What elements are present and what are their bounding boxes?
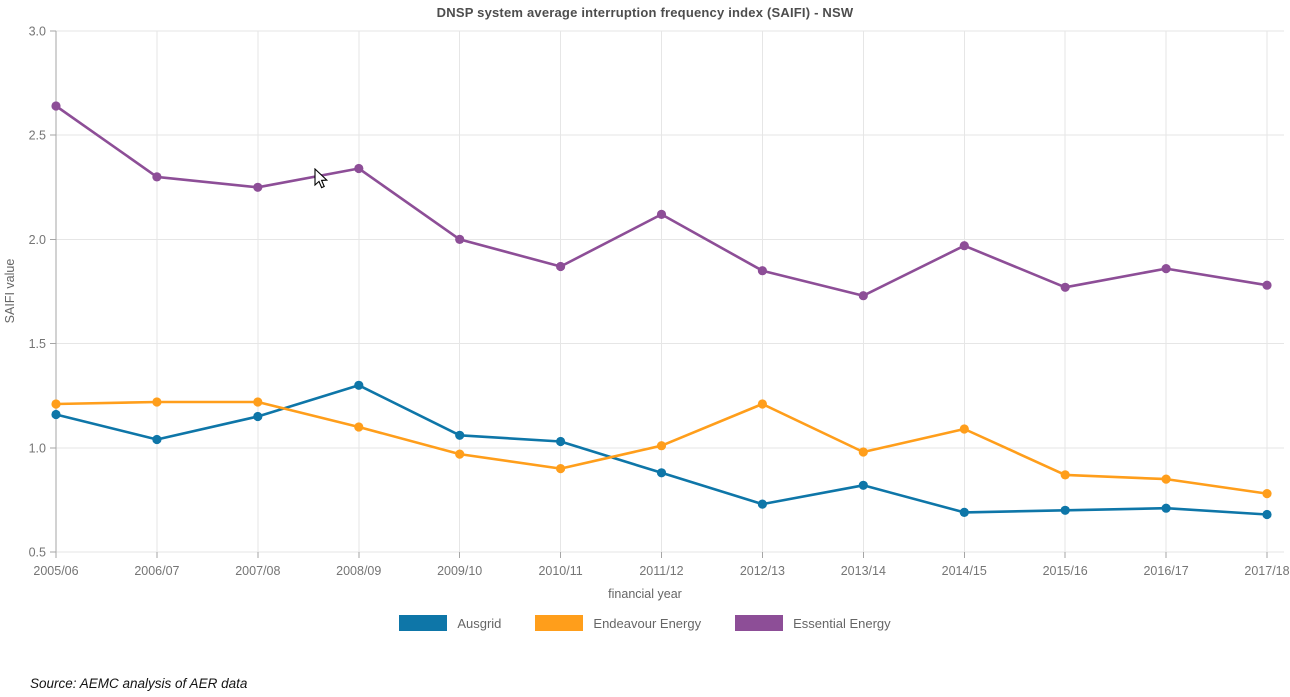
y-axis-title: SAIFI value [3, 259, 17, 324]
x-tick-label: 2006/07 [134, 564, 179, 578]
chart-title: DNSP system average interruption frequen… [436, 5, 854, 20]
data-point-essential-energy[interactable] [757, 266, 768, 276]
x-tick-label: 2009/10 [437, 564, 482, 578]
y-tick-label: 1.0 [29, 441, 46, 455]
y-tick-label: 3.0 [29, 25, 46, 39]
data-point-essential-energy[interactable] [1262, 280, 1272, 290]
x-tick-label: 2011/12 [639, 564, 683, 578]
chart-legend: Ausgrid Endeavour Energy Essential Energy [0, 615, 1290, 631]
data-point-ausgrid[interactable] [1060, 505, 1070, 515]
series-ausgrid [51, 380, 1272, 520]
legend-item-essential-energy[interactable]: Essential Energy [735, 615, 891, 631]
data-point-ausgrid[interactable] [51, 409, 61, 420]
data-point-endeavour-energy[interactable] [1262, 489, 1272, 499]
x-tick-label: 2013/14 [841, 564, 886, 578]
data-point-ausgrid[interactable] [656, 468, 667, 478]
legend-item-endeavour-energy[interactable]: Endeavour Energy [535, 615, 701, 631]
data-point-ausgrid[interactable] [1161, 503, 1171, 513]
axes [50, 30, 1268, 558]
data-point-essential-energy[interactable] [455, 234, 465, 244]
data-point-essential-energy[interactable] [1161, 264, 1171, 274]
x-tick-label: 2008/09 [336, 564, 381, 578]
legend-swatch-essential-energy [735, 615, 784, 631]
data-series [51, 101, 1272, 520]
source-note: Source: AEMC analysis of AER data [30, 676, 248, 691]
data-point-endeavour-energy[interactable] [253, 397, 263, 407]
y-tick-label: 1.5 [29, 337, 46, 351]
data-point-endeavour-energy[interactable] [455, 449, 465, 459]
data-point-ausgrid[interactable] [757, 499, 768, 509]
data-point-ausgrid[interactable] [858, 480, 868, 490]
x-tick-label: 2007/08 [235, 564, 280, 578]
x-tick-label: 2016/17 [1143, 564, 1188, 578]
data-point-ausgrid[interactable] [556, 436, 566, 447]
data-point-endeavour-energy[interactable] [556, 464, 566, 474]
gridlines [55, 30, 1284, 553]
data-point-endeavour-energy[interactable] [1161, 474, 1171, 484]
data-point-ausgrid[interactable] [354, 380, 364, 390]
y-tick-label: 2.0 [29, 233, 46, 247]
x-axis-title: financial year [608, 587, 682, 601]
data-point-essential-energy[interactable] [858, 291, 868, 301]
data-point-essential-energy[interactable] [51, 101, 61, 111]
data-point-ausgrid[interactable] [1262, 509, 1272, 520]
legend-label: Essential Energy [793, 615, 891, 631]
data-point-endeavour-energy[interactable] [51, 399, 61, 409]
data-point-essential-energy[interactable] [354, 163, 364, 174]
series-endeavour-energy [51, 397, 1272, 499]
series-essential-energy [51, 101, 1272, 301]
y-tick-label: 0.5 [29, 546, 46, 560]
data-point-essential-energy[interactable] [556, 261, 566, 272]
y-tick-label: 2.5 [29, 129, 46, 143]
legend-swatch-ausgrid [399, 615, 448, 631]
data-point-endeavour-energy[interactable] [858, 447, 868, 457]
data-point-endeavour-energy[interactable] [354, 422, 364, 432]
data-point-essential-energy[interactable] [152, 172, 162, 182]
data-point-ausgrid[interactable] [959, 507, 969, 517]
legend-label: Endeavour Energy [593, 615, 702, 631]
x-tick-label: 2010/11 [538, 564, 582, 578]
data-point-ausgrid[interactable] [152, 434, 162, 445]
line-chart[interactable]: 3.0 2.5 2.0 1.5 1.0 0.5 2005/06 2006/07 2007/08 2… [0, 0, 1290, 584]
legend-label: Ausgrid [457, 615, 502, 631]
data-point-endeavour-energy[interactable] [656, 441, 667, 451]
data-point-essential-energy[interactable] [959, 241, 969, 251]
data-point-ausgrid[interactable] [253, 411, 263, 422]
data-point-essential-energy[interactable] [253, 182, 263, 192]
x-tick-label: 2014/15 [942, 564, 987, 578]
tick-labels: 3.0 2.5 2.0 1.5 1.0 0.5 2005/06 2006/07 2007/08 2… [29, 25, 1290, 579]
data-point-endeavour-energy[interactable] [152, 397, 162, 407]
data-point-essential-energy[interactable] [1060, 282, 1070, 292]
x-tick-label: 2015/16 [1043, 564, 1088, 578]
legend-item-ausgrid[interactable]: Ausgrid [399, 615, 501, 631]
data-point-ausgrid[interactable] [455, 430, 465, 440]
data-point-endeavour-energy[interactable] [1060, 470, 1070, 480]
legend-swatch-endeavour-energy [535, 615, 584, 631]
data-point-essential-energy[interactable] [656, 209, 667, 219]
data-point-endeavour-energy[interactable] [757, 399, 768, 409]
x-tick-label: 2017/18 [1244, 564, 1289, 578]
x-tick-label: 2005/06 [33, 564, 78, 578]
x-tick-label: 2012/13 [740, 564, 785, 578]
data-point-endeavour-energy[interactable] [959, 424, 969, 434]
